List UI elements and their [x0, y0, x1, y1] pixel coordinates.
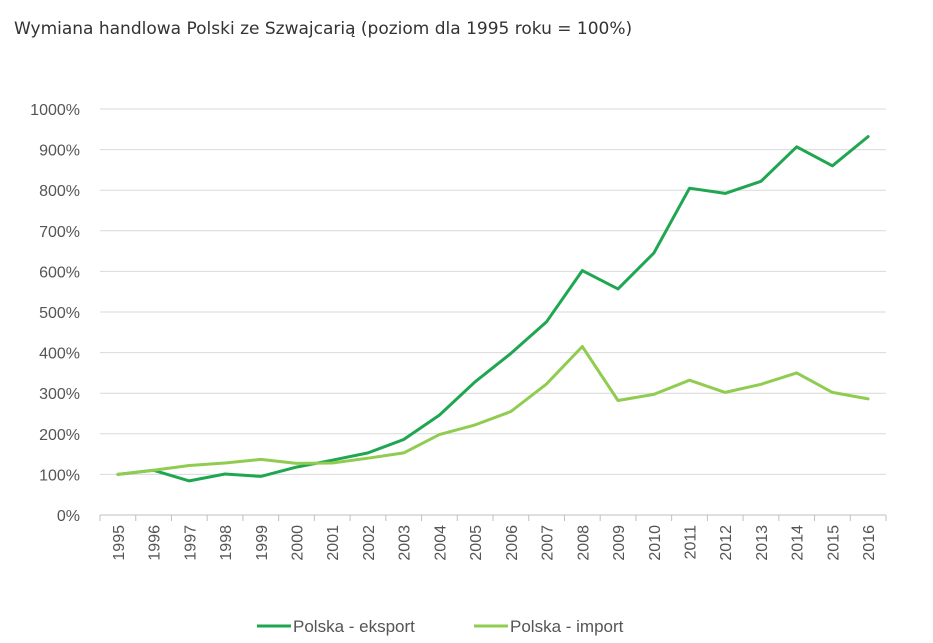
x-tick-label: 2004	[432, 525, 449, 561]
y-tick-label: 1000%	[30, 102, 80, 119]
x-tick-label: 1996	[147, 525, 164, 561]
x-tick-label: 1997	[182, 525, 199, 561]
legend-label: Polska - import	[510, 617, 624, 636]
series-lines	[116, 135, 870, 483]
y-tick-label: 500%	[39, 305, 80, 322]
y-tick-label: 900%	[39, 143, 80, 160]
y-tick-label: 300%	[39, 386, 80, 403]
y-tick-label: 400%	[39, 346, 80, 363]
series-line-eksport	[116, 135, 870, 483]
y-tick-label: 200%	[39, 427, 80, 444]
x-tick-label: 2010	[647, 525, 664, 561]
x-tick-label: 2009	[611, 525, 628, 561]
x-tick-label: 2003	[397, 525, 414, 561]
y-tick-label: 0%	[57, 508, 80, 525]
x-tick-label: 2011	[683, 525, 700, 560]
x-tick-label: 2001	[325, 525, 342, 561]
legend: Polska - eksport Polska - import	[257, 617, 624, 636]
chart-title: Wymiana handlowa Polski ze Szwajcarią (p…	[14, 19, 633, 39]
legend-label: Polska - eksport	[293, 617, 415, 636]
x-tick-label: 2008	[575, 525, 592, 561]
x-tick-label: 2005	[468, 525, 485, 561]
y-axis: 0% 100% 200% 300% 400% 500% 600% 700% 800% 900% 10…	[30, 102, 80, 525]
x-tick-label: 2002	[361, 525, 378, 561]
x-tick-label: 2006	[504, 525, 521, 561]
gridlines	[100, 108, 886, 516]
series-line-import	[116, 345, 870, 476]
x-tick-label: 1999	[254, 525, 271, 561]
x-tick-label: 2000	[290, 525, 307, 561]
x-tick-label: 2015	[825, 525, 842, 561]
y-tick-label: 800%	[39, 183, 80, 200]
x-tick-label: 2013	[754, 525, 771, 561]
x-tick-label: 1995	[111, 525, 128, 561]
x-tick-label: 2012	[718, 525, 735, 561]
x-tick-label: 2016	[861, 525, 878, 561]
x-tick-label: 1998	[218, 525, 235, 561]
y-tick-label: 600%	[39, 264, 80, 281]
x-axis: 1995 1996 1997 1998 1999 2000 2001 2002 2003 2004…	[99, 515, 887, 561]
y-tick-label: 700%	[39, 224, 80, 241]
x-tick-label: 2014	[790, 525, 807, 561]
y-tick-label: 100%	[39, 467, 80, 484]
x-tick-label: 2007	[540, 525, 557, 561]
